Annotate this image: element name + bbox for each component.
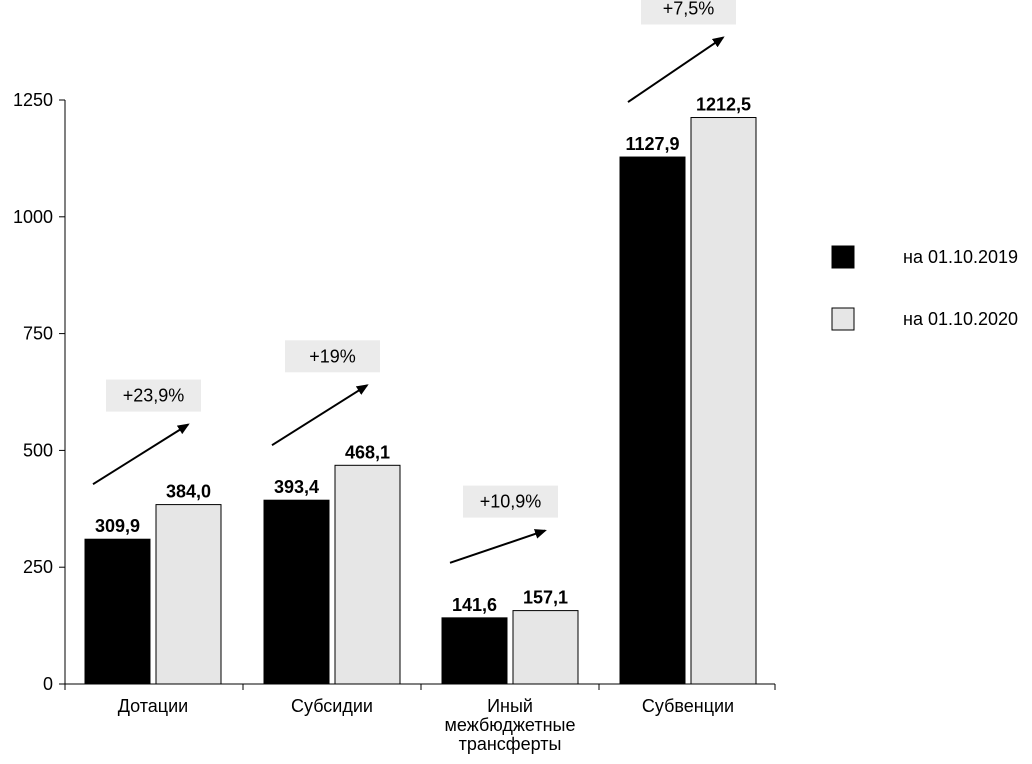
bar-value-label: 309,9 bbox=[95, 516, 140, 536]
bars bbox=[84, 117, 757, 685]
category-label-line: Субвенции bbox=[642, 696, 734, 716]
category-label: Субсидии bbox=[291, 696, 373, 716]
legend-label: на 01.10.2020 bbox=[903, 309, 1018, 329]
growth-label: +19% bbox=[309, 346, 356, 366]
bar-value-label: 468,1 bbox=[345, 442, 390, 462]
legend-swatch bbox=[831, 307, 855, 331]
category-label-line: Субсидии bbox=[291, 696, 373, 716]
bar-value-label: 393,4 bbox=[274, 477, 319, 497]
growth-arrow bbox=[449, 529, 547, 564]
bar-series-1 bbox=[84, 538, 151, 685]
bar-series-1 bbox=[441, 617, 508, 685]
growth-box bbox=[463, 485, 558, 518]
y-tick-label: 500 bbox=[23, 440, 53, 460]
bar-value-label: 157,1 bbox=[523, 588, 568, 608]
legend: на 01.10.2019 на 01.10.2020 bbox=[831, 245, 1018, 331]
y-tick-label: 250 bbox=[23, 557, 53, 577]
legend-label: на 01.10.2019 bbox=[903, 247, 1018, 267]
bar-value-label: 384,0 bbox=[166, 482, 211, 502]
growth-label: +10,9% bbox=[480, 492, 542, 512]
category-label: Дотации bbox=[118, 696, 188, 716]
bar-value-label: 141,6 bbox=[452, 595, 497, 615]
growth-label: +7,5% bbox=[663, 0, 715, 19]
bar-value-label: 1127,9 bbox=[625, 134, 679, 154]
bar-series-1 bbox=[619, 156, 686, 685]
category-label-line: Дотации bbox=[118, 696, 188, 716]
category-label: Иный межбюджетные трансферты bbox=[445, 696, 576, 754]
growth-annotations: +23,9% +19% +10,9% +7,5% bbox=[92, 0, 736, 564]
value-labels: 309,9 393,4 141,6 1127,9 384,0 468,1 157,1 1212… bbox=[95, 95, 751, 615]
y-tick-label: 1250 bbox=[13, 90, 53, 110]
category-label-line: межбюджетные bbox=[445, 715, 576, 735]
category-label: Субвенции bbox=[642, 696, 734, 716]
bar-series-2 bbox=[690, 117, 757, 685]
y-tick-label: 1000 bbox=[13, 207, 53, 227]
legend-swatch bbox=[831, 245, 855, 269]
y-tick-label: 750 bbox=[23, 324, 53, 344]
growth-box bbox=[641, 0, 736, 25]
bar-value-label: 1212,5 bbox=[696, 95, 751, 115]
bar-series-2 bbox=[512, 610, 579, 685]
x-axis: Дотации Субсидии Иный межбюджетные трансферт… bbox=[64, 683, 776, 754]
bar-series-1 bbox=[263, 499, 330, 685]
bar-series-2 bbox=[334, 464, 401, 685]
bar-series-2 bbox=[155, 504, 222, 685]
y-tick-label: 0 bbox=[43, 674, 53, 694]
y-axis: 0 250 500 750 1000 1250 bbox=[13, 90, 66, 694]
category-label-line: Иный bbox=[487, 696, 533, 716]
growth-box bbox=[285, 340, 380, 373]
category-label-line: трансферты bbox=[459, 734, 562, 754]
growth-label: +23,9% bbox=[123, 386, 185, 406]
growth-arrow bbox=[271, 384, 369, 447]
growth-box bbox=[106, 379, 201, 412]
growth-arrow bbox=[627, 36, 725, 103]
growth-arrow bbox=[92, 423, 190, 486]
